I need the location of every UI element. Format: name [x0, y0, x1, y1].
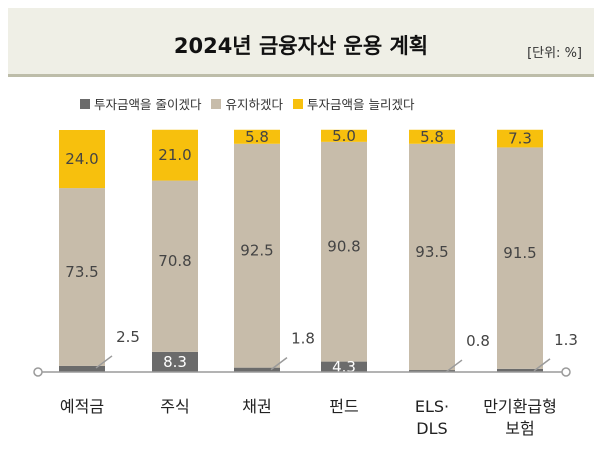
leader-line — [533, 358, 551, 372]
bar-segment-maintain — [152, 180, 198, 352]
legend-label-reduce: 투자금액을 줄이겠다 — [94, 97, 202, 112]
category-label: 보험 — [505, 419, 534, 438]
bar-segment-maintain — [234, 143, 280, 368]
data-label-maintain: 91.5 — [503, 244, 536, 262]
category-label: 예적금 — [60, 397, 104, 416]
bar-segment-reduce — [321, 361, 367, 372]
axis-end-marker — [33, 367, 43, 377]
data-label-reduce: 4.3 — [332, 358, 356, 376]
bar-segment-reduce — [497, 368, 543, 372]
data-label-maintain: 73.5 — [65, 263, 98, 281]
legend-label-maintain: 유지하겠다 — [225, 97, 283, 112]
bar-segment-increase — [152, 129, 198, 181]
bar-segment-reduce — [152, 351, 198, 372]
data-label-increase: 5.8 — [420, 128, 444, 146]
data-label-maintain: 70.8 — [158, 252, 191, 270]
data-label-maintain: 92.5 — [240, 242, 273, 260]
category-label: 채권 — [242, 397, 271, 416]
leader-line — [270, 357, 288, 371]
leader-line — [445, 359, 463, 373]
data-label-increase: 24.0 — [65, 150, 98, 168]
category-label: 펀드 — [329, 397, 358, 416]
data-label-reduce: 2.5 — [116, 328, 140, 346]
data-label-maintain: 93.5 — [415, 243, 448, 261]
legend-item-reduce: 투자금액을 줄이겠다 — [80, 94, 201, 113]
data-label-reduce: 8.3 — [163, 353, 187, 371]
legend-item-maintain: 유지하겠다 — [211, 94, 283, 113]
bar-segment-increase — [321, 129, 367, 142]
bar-segment-reduce — [409, 370, 455, 372]
legend-swatch-increase — [293, 98, 303, 109]
data-label-maintain: 90.8 — [327, 238, 360, 256]
data-label-reduce: 1.8 — [291, 330, 315, 348]
category-label: 주식 — [160, 397, 189, 416]
legend-label-increase: 투자금액을 늘리겠다 — [307, 97, 415, 112]
legend-item-increase: 투자금액을 늘리겠다 — [293, 94, 414, 113]
legend-swatch-reduce — [80, 98, 90, 109]
data-label-increase: 7.3 — [508, 130, 532, 148]
chart-title: 2024년 금융자산 운용 계획 — [173, 34, 429, 58]
data-label-increase: 21.0 — [158, 146, 191, 164]
bar-segment-increase — [59, 130, 105, 189]
bar-segment-maintain — [409, 143, 455, 371]
bar-segment-maintain — [497, 147, 543, 369]
bar-segment-increase — [234, 129, 280, 144]
unit-label: [단위: %] — [527, 46, 582, 61]
data-label-reduce: 0.8 — [466, 332, 490, 350]
category-label: DLS — [416, 419, 447, 438]
category-label: 만기환급형 — [483, 397, 557, 416]
bar-segment-maintain — [59, 188, 105, 366]
bar-segment-maintain — [321, 141, 367, 362]
leader-line — [95, 355, 113, 369]
axis-end-marker — [561, 367, 571, 377]
data-label-increase: 5.0 — [332, 127, 356, 145]
legend-swatch-maintain — [211, 98, 222, 109]
category-label: ELS· — [415, 397, 449, 416]
bar-segment-increase — [497, 129, 543, 148]
data-label-increase: 5.8 — [245, 128, 269, 146]
bar-segment-increase — [409, 129, 455, 144]
legend: 투자금액을 줄이겠다 유지하겠다 투자금액을 늘리겠다 — [80, 94, 414, 113]
bar-segment-reduce — [59, 365, 105, 372]
bar-segment-reduce — [234, 367, 280, 372]
chart-header: 2024년 금융자산 운용 계획 [단위: %] — [8, 8, 594, 77]
data-label-reduce: 1.3 — [554, 331, 578, 349]
